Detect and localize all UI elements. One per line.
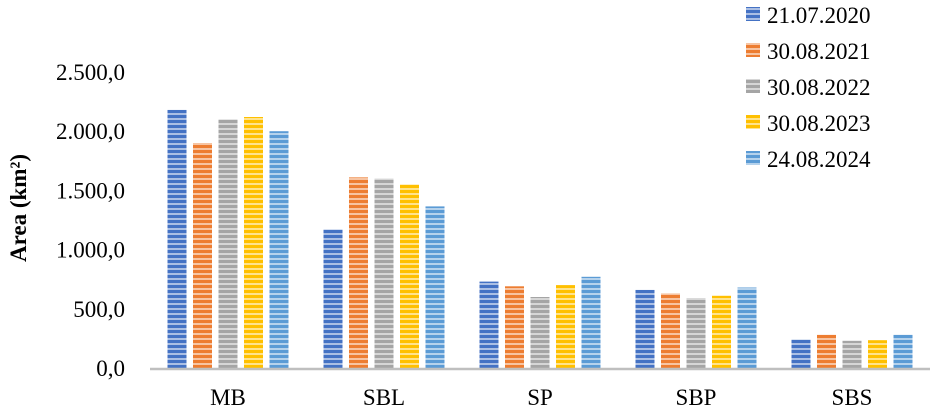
x-axis-ticks: MB SBL SP SBP SBS — [210, 385, 872, 410]
bar — [791, 339, 811, 368]
y-axis-title: Area (km²) — [6, 154, 31, 262]
bar — [425, 206, 445, 368]
legend-swatch — [746, 79, 760, 93]
x-tick-label: SBL — [363, 385, 405, 410]
y-tick-label: 500,0 — [73, 297, 125, 322]
bar — [505, 286, 524, 368]
bar — [167, 109, 187, 369]
y-tick-label: 1.500,0 — [56, 178, 125, 203]
bar — [661, 293, 680, 368]
bar — [581, 276, 601, 368]
bar — [269, 131, 289, 368]
bar — [218, 119, 238, 369]
bar-series — [167, 109, 913, 369]
legend-label: 30.08.2023 — [767, 111, 871, 136]
y-tick-label: 0,0 — [96, 356, 125, 381]
legend-swatch — [746, 43, 760, 57]
y-tick-label: 2.500,0 — [56, 60, 125, 85]
x-tick-label: MB — [210, 385, 246, 410]
legend-swatch — [746, 7, 760, 21]
bar — [686, 298, 706, 368]
legend: 21.07.2020 30.08.2021 30.08.2022 30.08.2023… — [746, 3, 871, 172]
bar — [635, 289, 655, 368]
bar — [868, 340, 887, 368]
y-tick-label: 1.000,0 — [56, 238, 125, 263]
bar — [842, 340, 862, 368]
legend-label: 30.08.2022 — [767, 75, 871, 100]
x-tick-label: SBP — [676, 385, 717, 410]
bar — [893, 334, 913, 368]
bar — [817, 334, 836, 368]
bar — [323, 229, 343, 368]
x-tick-label: SP — [527, 385, 553, 410]
bar — [374, 178, 394, 368]
bar — [479, 281, 499, 368]
bar — [530, 297, 550, 368]
bar — [244, 117, 263, 368]
bar — [712, 295, 731, 368]
bar — [556, 285, 575, 368]
legend-swatch — [746, 115, 760, 129]
bar — [400, 184, 419, 368]
y-axis-ticks: 0,0 500,0 1.000,0 1.500,0 2.000,0 2.500,0 — [56, 60, 125, 381]
x-tick-label: SBS — [832, 385, 873, 410]
legend-swatch — [746, 151, 760, 165]
bar — [193, 143, 212, 368]
bar — [737, 287, 757, 368]
legend-label: 21.07.2020 — [767, 3, 871, 28]
bar — [349, 177, 368, 368]
legend-label: 24.08.2024 — [767, 147, 871, 172]
y-tick-label: 2.000,0 — [56, 119, 125, 144]
legend-label: 30.08.2021 — [767, 39, 871, 64]
